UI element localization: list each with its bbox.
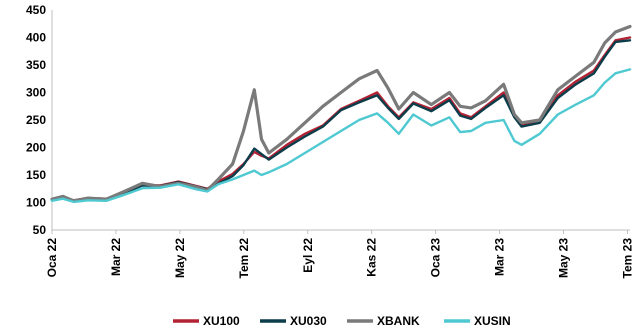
- y-tick-label: 350: [26, 58, 46, 72]
- x-tick-label: Mar 22: [109, 238, 123, 276]
- x-tick-label: May 22: [173, 238, 187, 278]
- x-tick-label: Kas 22: [365, 238, 379, 277]
- y-tick-label: 450: [26, 3, 46, 17]
- series-line-xbank: [50, 24, 632, 203]
- y-tick-label: 250: [26, 113, 46, 127]
- x-tick-label: Oca 23: [429, 238, 443, 278]
- legend-label-xbank: XBANK: [377, 314, 420, 328]
- series-line-xusin: [50, 68, 632, 204]
- y-tick-label: 50: [33, 223, 47, 237]
- y-tick-label: 200: [26, 141, 46, 155]
- legend-label-xu030: XU030: [290, 314, 327, 328]
- series-lines: [50, 24, 632, 204]
- legend-label-xusin: XUSIN: [474, 314, 511, 328]
- x-tick-label: Tem 23: [620, 238, 634, 279]
- x-tick-label: Tem 22: [237, 238, 251, 279]
- x-tick-label: May 23: [557, 238, 571, 278]
- y-tick-label: 150: [26, 168, 46, 182]
- legend-label-xu100: XU100: [203, 314, 240, 328]
- legend: XU100 XU030 XBANK XUSIN: [173, 314, 511, 328]
- series-line-xu030: [50, 39, 632, 202]
- x-tick-label: Eyl 22: [301, 238, 315, 273]
- x-axis: Oca 22 Mar 22 May 22 Tem 22 Eyl 22 Kas 22 Oca …: [45, 229, 634, 279]
- x-tick-label: Mar 23: [493, 238, 507, 276]
- y-tick-label: 300: [26, 86, 46, 100]
- y-axis: 50 100 150 200 250 300 350 400 450: [26, 3, 53, 237]
- x-tick-label: Oca 22: [45, 238, 59, 278]
- y-tick-label: 400: [26, 31, 46, 45]
- y-tick-label: 100: [26, 196, 46, 210]
